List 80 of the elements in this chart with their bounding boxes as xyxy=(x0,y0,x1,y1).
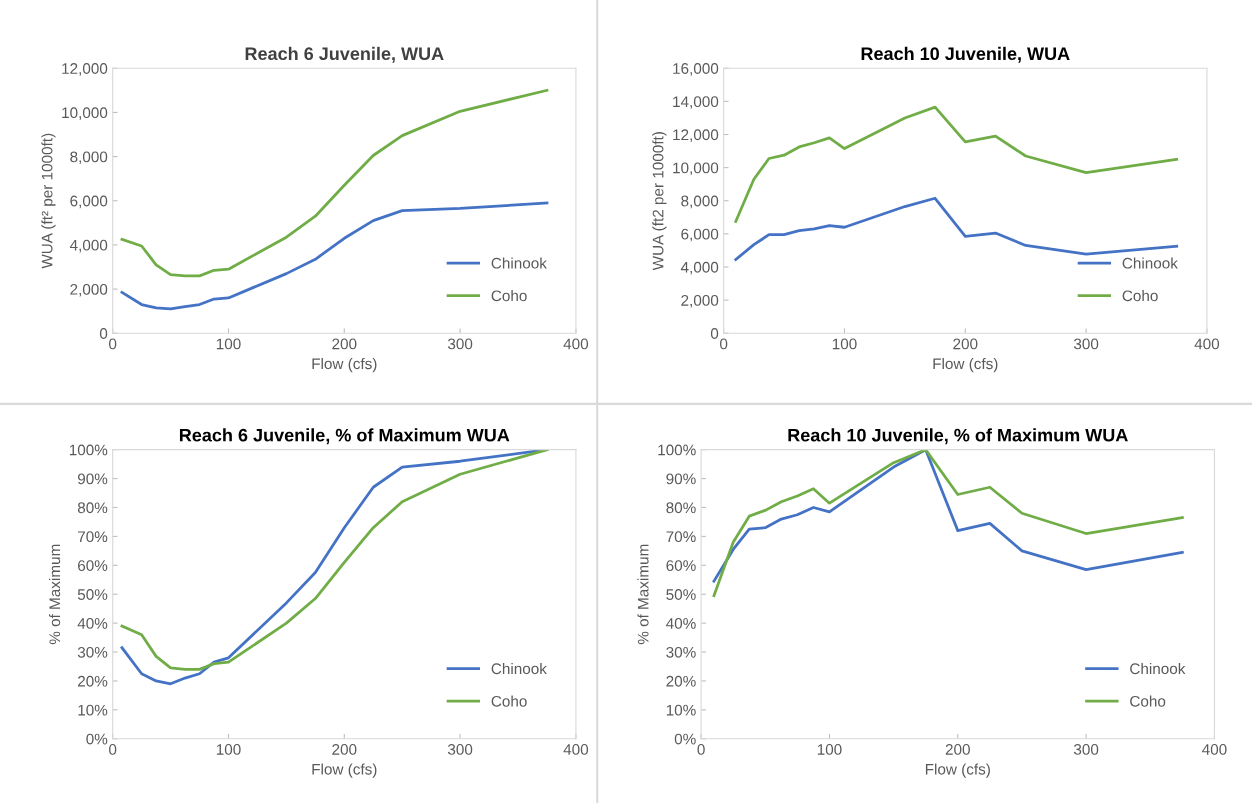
y-tick-label: 80% xyxy=(666,502,696,514)
x-tick-label: 0 xyxy=(109,338,117,350)
line-series xyxy=(120,88,549,278)
chart-title: Reach 6 Juvenile, WUA xyxy=(245,46,444,63)
y-tick-label: 0% xyxy=(674,733,696,745)
y-axis-title: % of Maximum xyxy=(637,544,649,645)
y-tick-label: 16,000 xyxy=(673,63,719,76)
x-tick-label: 100 xyxy=(216,338,241,350)
x-tick-label: 300 xyxy=(1073,744,1099,755)
x-tick-label: 400 xyxy=(563,338,589,350)
x-tick-label: 200 xyxy=(953,338,978,350)
y-tick-label: 0% xyxy=(86,733,108,745)
x-tick-label: 0 xyxy=(720,338,728,350)
legend-label: Chinook xyxy=(1130,662,1186,675)
y-axis-title: % of Maximum xyxy=(48,544,61,645)
y-tick-label: 14,000 xyxy=(673,96,719,109)
y-tick-label: 70% xyxy=(666,531,696,543)
y-tick-label: 10,000 xyxy=(673,162,719,176)
y-tick-label: 2,000 xyxy=(70,283,108,297)
y-tick-label: 50% xyxy=(77,589,108,600)
y-tick-label: 6,000 xyxy=(70,195,108,209)
y-tick-label: 0 xyxy=(99,328,108,339)
y-tick-label: 10% xyxy=(78,704,108,716)
y-tick-label: 20% xyxy=(78,675,108,687)
y-tick-label: 80% xyxy=(77,502,108,514)
legend-label: Coho xyxy=(491,289,527,302)
legend-label: Coho xyxy=(1130,695,1166,707)
y-tick-label: 40% xyxy=(666,618,696,629)
legend-label: Chinook xyxy=(491,662,547,675)
y-tick-label: 4,000 xyxy=(680,261,719,275)
line-series xyxy=(120,201,549,311)
x-tick-label: 200 xyxy=(332,744,357,755)
x-tick-label: 200 xyxy=(332,338,357,350)
x-tick-label: 400 xyxy=(1202,744,1227,755)
x-tick-label: 400 xyxy=(1194,338,1220,350)
y-tick-label: 2,000 xyxy=(681,294,719,308)
chart-title: Reach 10 Juvenile, % of Maximum WUA xyxy=(788,428,1128,445)
x-tick-label: 400 xyxy=(563,744,589,755)
y-tick-label: 100% xyxy=(69,444,108,456)
line-series xyxy=(734,105,1179,223)
y-tick-label: 8,000 xyxy=(681,195,719,209)
legend-label: Coho xyxy=(1122,289,1158,302)
legend-label: Chinook xyxy=(1122,257,1178,269)
y-tick-label: 30% xyxy=(77,646,108,658)
x-tick-label: 300 xyxy=(447,744,473,755)
y-axis-title: WUA (ft2 per 1000ft) xyxy=(652,132,667,271)
y-tick-label: 6,000 xyxy=(681,228,719,242)
x-tick-label: 0 xyxy=(109,744,117,755)
y-tick-label: 20% xyxy=(666,675,696,687)
y-tick-label: 60% xyxy=(666,560,696,571)
y-tick-label: 0 xyxy=(710,328,719,339)
y-tick-label: 12,000 xyxy=(62,63,108,76)
x-axis-title: Flow (cfs) xyxy=(933,357,998,373)
y-tick-label: 50% xyxy=(666,589,696,600)
y-tick-label: 12,000 xyxy=(673,129,719,142)
legend-label: Chinook xyxy=(491,257,547,269)
y-tick-label: 40% xyxy=(77,618,108,629)
y-tick-label: 10% xyxy=(666,704,696,716)
chart-title: Reach 6 Juvenile, % of Maximum WUA xyxy=(179,428,510,445)
legend-label: Coho xyxy=(491,695,527,707)
y-axis-title: WUA (ft² per 1000ft) xyxy=(41,133,56,269)
y-tick-label: 90% xyxy=(666,473,696,485)
y-tick-label: 8,000 xyxy=(70,151,108,165)
chart-title: Reach 10 Juvenile, WUA xyxy=(861,46,1070,63)
y-tick-label: 10,000 xyxy=(62,107,108,120)
x-axis-title: Flow (cfs) xyxy=(925,763,990,778)
x-tick-label: 200 xyxy=(945,744,970,755)
x-tick-label: 100 xyxy=(216,744,241,755)
x-tick-label: 300 xyxy=(1073,338,1099,350)
y-tick-label: 30% xyxy=(666,646,696,658)
x-tick-label: 100 xyxy=(817,744,842,755)
y-tick-label: 60% xyxy=(78,560,108,571)
y-tick-label: 90% xyxy=(77,473,108,485)
x-tick-label: 300 xyxy=(447,338,473,350)
x-tick-label: 100 xyxy=(832,338,857,350)
x-axis-title: Flow (cfs) xyxy=(312,763,377,778)
x-axis-title: Flow (cfs) xyxy=(312,357,377,373)
y-tick-label: 70% xyxy=(78,531,108,543)
y-tick-label: 4,000 xyxy=(69,239,108,253)
y-tick-label: 100% xyxy=(658,444,696,456)
